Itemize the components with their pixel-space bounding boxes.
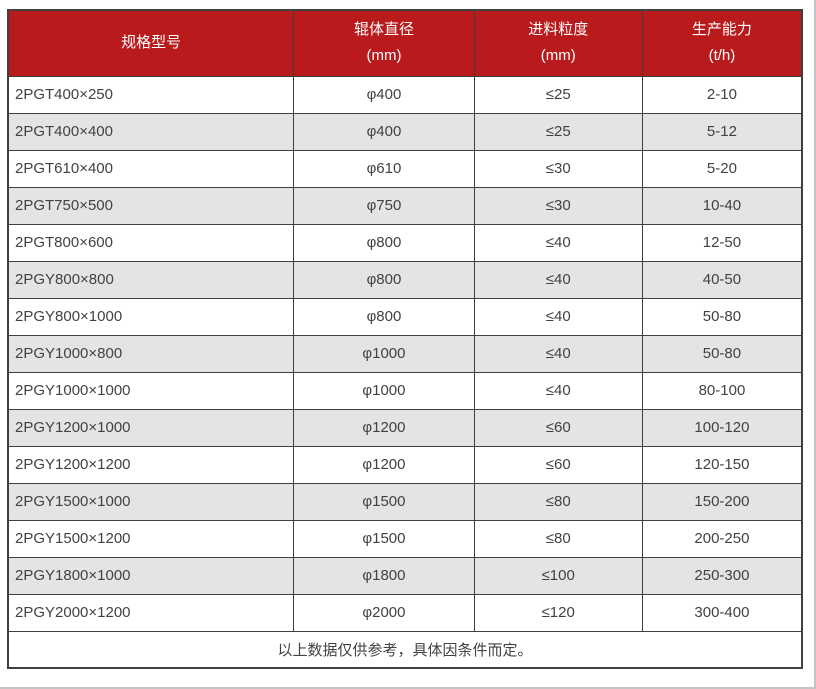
value-cell: ≤100	[473, 556, 643, 595]
table-row: 2PGY2000×1200 φ2000 ≤120 300-400	[7, 593, 803, 632]
value-cell: 150-200	[641, 482, 803, 521]
value-cell: φ800	[293, 223, 475, 262]
table-row: 2PGY800×1000 φ800 ≤40 50-80	[7, 297, 803, 336]
header-label: 辊体直径	[353, 21, 414, 39]
value-cell: 120-150	[641, 445, 803, 484]
value-cell: ≤25	[473, 75, 643, 114]
table-row: 2PGY1500×1000 φ1500 ≤80 150-200	[7, 482, 803, 521]
header-label: 进料粒度	[528, 21, 589, 39]
value-cell: 5-12	[641, 112, 803, 151]
model-cell: 2PGY1000×800	[7, 334, 295, 373]
value-cell: ≤30	[473, 186, 643, 225]
model-cell: 2PGT800×600	[7, 223, 295, 262]
value-cell: ≤40	[473, 297, 643, 336]
value-cell: φ800	[293, 260, 475, 299]
model-cell: 2PGY800×1000	[7, 297, 295, 336]
model-cell: 2PGY1500×1200	[7, 519, 295, 558]
header-cell-feed-size: 进料粒度 (mm)	[473, 9, 643, 77]
model-cell: 2PGY2000×1200	[7, 593, 295, 632]
value-cell: φ1000	[293, 371, 475, 410]
model-cell: 2PGY1800×1000	[7, 556, 295, 595]
header-label: 规格型号	[121, 34, 182, 52]
header-unit: (t/h)	[708, 47, 736, 65]
table-row: 2PGY1200×1000 φ1200 ≤60 100-120	[7, 408, 803, 447]
value-cell: φ1500	[293, 482, 475, 521]
table-row: 2PGT400×400 φ400 ≤25 5-12	[7, 112, 803, 151]
model-cell: 2PGT400×250	[7, 75, 295, 114]
value-cell: ≤60	[473, 445, 643, 484]
value-cell: φ800	[293, 297, 475, 336]
header-row: 规格型号 辊体直径 (mm) 进料粒度 (mm) 生产能力 (t/h)	[7, 9, 803, 77]
table-row: 2PGY1800×1000 φ1800 ≤100 250-300	[7, 556, 803, 595]
model-cell: 2PGY1200×1000	[7, 408, 295, 447]
spec-table: 规格型号 辊体直径 (mm) 进料粒度 (mm) 生产能力 (t/h) 2PGT…	[7, 9, 803, 669]
value-cell: ≤80	[473, 482, 643, 521]
value-cell: ≤120	[473, 593, 643, 632]
value-cell: 50-80	[641, 297, 803, 336]
table-body: 2PGT400×250 φ400 ≤25 2-10 2PGT400×400 φ400 ≤25…	[7, 75, 803, 632]
header-unit: (mm)	[366, 47, 402, 65]
value-cell: 40-50	[641, 260, 803, 299]
table-header: 规格型号 辊体直径 (mm) 进料粒度 (mm) 生产能力 (t/h)	[7, 9, 803, 77]
value-cell: ≤40	[473, 223, 643, 262]
value-cell: ≤80	[473, 519, 643, 558]
table-row: 2PGY1500×1200 φ1500 ≤80 200-250	[7, 519, 803, 558]
value-cell: φ610	[293, 149, 475, 188]
footer-note: 以上数据仅供参考，具体因条件而定。	[7, 630, 803, 669]
value-cell: φ400	[293, 75, 475, 114]
value-cell: ≤40	[473, 371, 643, 410]
model-cell: 2PGT400×400	[7, 112, 295, 151]
value-cell: 2-10	[641, 75, 803, 114]
value-cell: 250-300	[641, 556, 803, 595]
value-cell: φ1000	[293, 334, 475, 373]
model-cell: 2PGT750×500	[7, 186, 295, 225]
header-cell-capacity: 生产能力 (t/h)	[641, 9, 803, 77]
header-cell-model: 规格型号	[7, 9, 295, 77]
value-cell: 5-20	[641, 149, 803, 188]
table-row: 2PGT610×400 φ610 ≤30 5-20	[7, 149, 803, 188]
value-cell: 10-40	[641, 186, 803, 225]
value-cell: φ750	[293, 186, 475, 225]
value-cell: ≤40	[473, 334, 643, 373]
value-cell: φ2000	[293, 593, 475, 632]
model-cell: 2PGY1500×1000	[7, 482, 295, 521]
table-row: 2PGY1000×800 φ1000 ≤40 50-80	[7, 334, 803, 373]
value-cell: ≤30	[473, 149, 643, 188]
header-unit: (mm)	[540, 47, 576, 65]
table-row: 2PGY1200×1200 φ1200 ≤60 120-150	[7, 445, 803, 484]
table-row: 2PGT400×250 φ400 ≤25 2-10	[7, 75, 803, 114]
value-cell: 100-120	[641, 408, 803, 447]
footer-row: 以上数据仅供参考，具体因条件而定。	[7, 630, 803, 669]
value-cell: ≤60	[473, 408, 643, 447]
value-cell: ≤40	[473, 260, 643, 299]
model-cell: 2PGY1200×1200	[7, 445, 295, 484]
table-row: 2PGT750×500 φ750 ≤30 10-40	[7, 186, 803, 225]
value-cell: φ400	[293, 112, 475, 151]
value-cell: 300-400	[641, 593, 803, 632]
value-cell: 50-80	[641, 334, 803, 373]
header-label: 生产能力	[691, 21, 752, 39]
value-cell: 12-50	[641, 223, 803, 262]
table-row: 2PGY800×800 φ800 ≤40 40-50	[7, 260, 803, 299]
table-row: 2PGY1000×1000 φ1000 ≤40 80-100	[7, 371, 803, 410]
model-cell: 2PGY1000×1000	[7, 371, 295, 410]
value-cell: φ1800	[293, 556, 475, 595]
header-cell-roller-diameter: 辊体直径 (mm)	[293, 9, 475, 77]
value-cell: φ1200	[293, 445, 475, 484]
model-cell: 2PGT610×400	[7, 149, 295, 188]
table-row: 2PGT800×600 φ800 ≤40 12-50	[7, 223, 803, 262]
model-cell: 2PGY800×800	[7, 260, 295, 299]
value-cell: φ1500	[293, 519, 475, 558]
value-cell: φ1200	[293, 408, 475, 447]
value-cell: ≤25	[473, 112, 643, 151]
table-footer: 以上数据仅供参考，具体因条件而定。	[7, 630, 803, 669]
value-cell: 80-100	[641, 371, 803, 410]
value-cell: 200-250	[641, 519, 803, 558]
